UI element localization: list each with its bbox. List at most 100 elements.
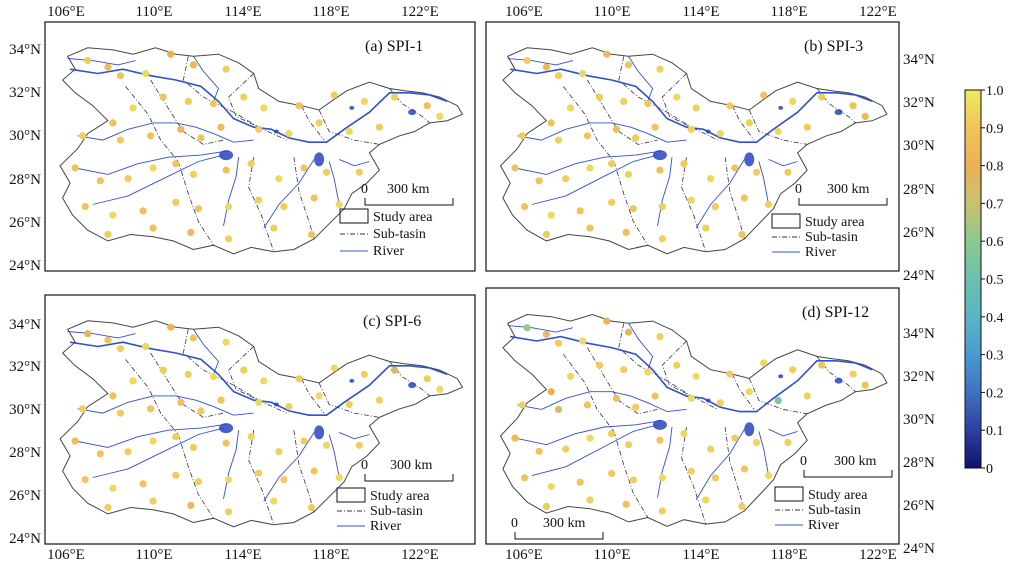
lake xyxy=(652,419,667,430)
river-line xyxy=(77,395,254,416)
river-line xyxy=(628,323,654,370)
lon-tick-label: 110°E xyxy=(135,4,172,20)
station-point xyxy=(711,474,719,482)
river-line xyxy=(67,58,136,66)
colorbar-tick-label: 0.4 xyxy=(986,311,1004,326)
lat-tick-label: 24°N xyxy=(9,258,41,274)
legend-study-area: Study area xyxy=(370,489,430,504)
lat-tick-label: 24°N xyxy=(903,268,935,284)
station-point xyxy=(861,112,869,120)
station-point xyxy=(586,496,594,504)
station-point xyxy=(116,409,124,417)
river-line xyxy=(517,122,687,143)
station-point xyxy=(687,196,695,204)
station-point xyxy=(129,104,137,112)
station-point xyxy=(139,207,147,215)
lat-tick-label: 30°N xyxy=(903,412,935,428)
station-point xyxy=(177,398,185,406)
station-point xyxy=(104,336,112,344)
station-point xyxy=(687,467,695,475)
colorbar-gradient xyxy=(964,89,982,469)
station-point xyxy=(225,508,233,516)
scale-bar-label: 300 km xyxy=(387,182,430,197)
station-point xyxy=(731,164,739,172)
river-line xyxy=(328,161,340,205)
station-point xyxy=(576,478,584,486)
river-line xyxy=(657,157,673,226)
station-point xyxy=(680,430,688,438)
station-point xyxy=(295,375,303,383)
basin-map xyxy=(499,47,888,255)
bottom-lon-labels-left: 106°E 110°E 114°E 118°E 122°E xyxy=(47,547,439,563)
scale-bar-label: 300 km xyxy=(390,458,433,473)
station-point xyxy=(335,200,343,209)
station-point xyxy=(81,476,89,484)
station-point xyxy=(535,447,543,455)
station-point xyxy=(116,345,124,353)
station-point xyxy=(711,203,719,211)
station-point xyxy=(315,392,323,400)
station-point xyxy=(586,164,594,172)
lat-tick-label: 34°N xyxy=(9,42,41,58)
lat-tick-label: 34°N xyxy=(9,317,41,333)
colorbar-tick-label: 0.2 xyxy=(986,386,1004,401)
left-lat-labels-bottom: 24°N 26°N 28°N 30°N 32°N 34°N xyxy=(9,317,41,547)
station-point xyxy=(84,57,92,65)
station-point xyxy=(323,441,331,449)
lon-tick-label: 110°E xyxy=(593,4,630,20)
station-point xyxy=(355,441,363,449)
river-line xyxy=(628,56,654,102)
map-legend: Study area Sub-tasin River xyxy=(336,487,430,534)
lake xyxy=(652,150,667,161)
station-point xyxy=(335,473,343,482)
lon-tick-label: 110°E xyxy=(593,547,630,563)
sub-basin-boundary xyxy=(618,56,692,128)
lon-tick-label: 106°E xyxy=(505,4,543,20)
station-point xyxy=(521,203,529,211)
lake xyxy=(744,422,755,437)
station-point xyxy=(803,392,811,400)
station-point xyxy=(608,430,616,438)
legend-sub-basin: Sub-tasin xyxy=(370,504,423,519)
station-point xyxy=(622,228,630,236)
station-point xyxy=(656,436,664,444)
station-point xyxy=(784,168,792,176)
station-point xyxy=(624,170,633,178)
sub-basin-boundary xyxy=(301,378,325,414)
station-point xyxy=(187,501,195,509)
station-point xyxy=(595,361,604,369)
station-point xyxy=(656,65,664,73)
scale-bar: 0 300 km xyxy=(800,454,893,478)
station-point xyxy=(608,198,616,206)
sub-basin-boundary xyxy=(301,105,325,141)
river-line xyxy=(67,331,136,339)
sub-basin-boundary xyxy=(125,86,179,162)
station-point xyxy=(583,401,591,409)
river-line xyxy=(193,329,220,375)
lake xyxy=(273,402,279,407)
station-point xyxy=(104,63,112,71)
station-point xyxy=(740,194,748,202)
legend-river: River xyxy=(805,245,836,260)
station-point xyxy=(197,407,205,415)
sub-basin-boundary xyxy=(618,323,692,397)
station-point xyxy=(554,405,563,413)
lon-tick-label: 118°E xyxy=(312,4,349,20)
station-point xyxy=(861,381,869,389)
sub-basin-boundary xyxy=(661,340,719,410)
station-point xyxy=(222,166,230,174)
map-legend: Study area Sub-tasin River xyxy=(339,208,433,259)
sub-basin-boundary xyxy=(125,359,179,435)
scale-bar-zero: 0 xyxy=(361,182,368,197)
lake xyxy=(349,378,355,383)
station-point xyxy=(390,93,399,101)
station-point xyxy=(523,57,531,65)
station-point xyxy=(104,230,112,239)
panel-frame xyxy=(485,287,900,545)
station-point xyxy=(803,123,811,131)
lat-tick-label: 26°N xyxy=(903,498,935,514)
station-point xyxy=(187,228,195,236)
station-point xyxy=(285,403,293,411)
river-line xyxy=(339,431,370,440)
station-point xyxy=(562,445,570,453)
